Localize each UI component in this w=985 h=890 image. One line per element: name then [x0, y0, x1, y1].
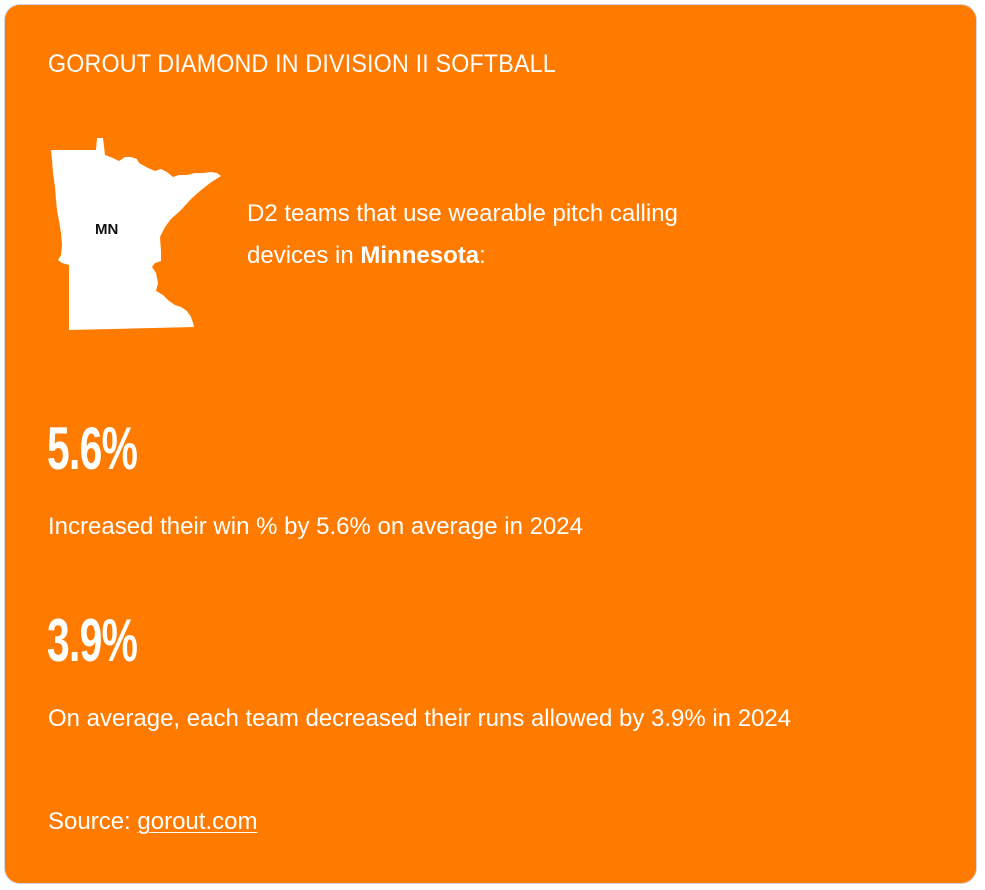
intro-text: D2 teams that use wearable pitch calling… [247, 193, 707, 277]
win-percent-stat-value: 5.6% [47, 415, 138, 482]
minnesota-map-icon: MN [43, 131, 223, 331]
source-link[interactable]: gorout.com [137, 808, 258, 835]
win-percent-stat-description: Increased their win % by 5.6% on average… [48, 513, 583, 540]
state-abbreviation: MN [95, 221, 119, 238]
state-outline-icon [51, 138, 221, 330]
intro-text-after: : [479, 242, 486, 269]
intro-text-before: D2 teams that use wearable pitch calling… [247, 200, 678, 269]
source-line: Source: gorout.com [48, 808, 257, 836]
source-label: Source: [48, 808, 138, 835]
infographic-card: GOROUT DIAMOND IN DIVISION II SOFTBALL M… [4, 4, 977, 884]
runs-allowed-stat-value: 3.9% [47, 607, 138, 674]
intro-state-name: Minnesota [360, 242, 480, 269]
runs-allowed-stat-description: On average, each team decreased their ru… [48, 705, 792, 732]
card-title: GOROUT DIAMOND IN DIVISION II SOFTBALL [48, 50, 556, 78]
